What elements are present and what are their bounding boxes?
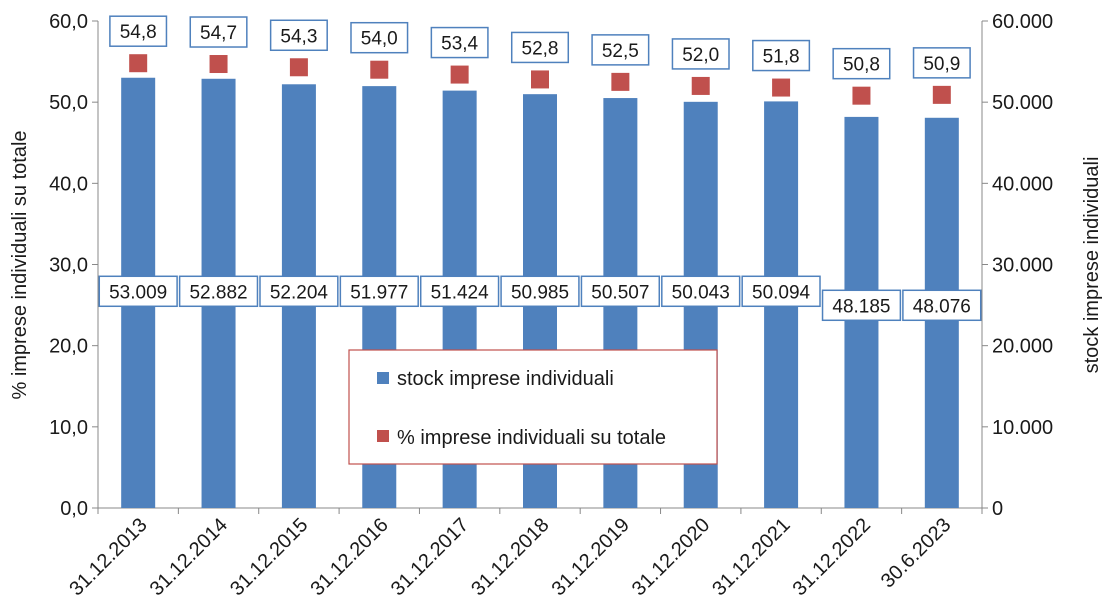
- y-tick-label: 20,0: [49, 336, 88, 358]
- marker-point: [531, 70, 549, 89]
- marker-data-label-box: [109, 15, 168, 47]
- bar-data-label: 50.985: [511, 282, 569, 303]
- bar-data-label: 52.882: [189, 282, 247, 303]
- bar-data-label-box: [902, 289, 982, 322]
- marker-data-label-box: [912, 47, 971, 79]
- marker-point: [209, 55, 228, 74]
- y2-axis-title: stock imprese individuali: [1081, 157, 1103, 374]
- bar-data-label-box: [98, 275, 178, 308]
- x-tick-label: 31.12.2013: [65, 514, 151, 600]
- y-tick-label: 30,0: [49, 255, 88, 277]
- marker-point: [852, 86, 871, 105]
- marker-data-label-box: [269, 19, 328, 52]
- x-tick-label: 31.12.2017: [387, 514, 473, 600]
- marker-data-label-box: [832, 47, 891, 80]
- bar-data-label-box: [661, 275, 741, 308]
- marker-data-label: 52,0: [682, 45, 719, 66]
- y2-tick-label: 40.000: [992, 173, 1053, 195]
- x-tick-label: 31.12.2022: [789, 514, 875, 600]
- marker-point: [129, 54, 148, 73]
- y-tick-label: 50,0: [49, 92, 88, 114]
- marker-point: [611, 72, 630, 91]
- marker-point: [772, 78, 791, 97]
- y-tick-label: 10,0: [49, 417, 88, 439]
- x-tick-label: 31.12.2018: [467, 514, 553, 600]
- y-tick-label: 0,0: [60, 498, 88, 520]
- marker-data-label-box: [591, 34, 650, 66]
- legend: stock imprese individuali % imprese indi…: [348, 349, 718, 465]
- marker-data-label: 54,3: [280, 26, 317, 47]
- bar-data-label: 53.009: [109, 282, 167, 303]
- bar-data-label: 50.094: [752, 282, 811, 303]
- x-tick-label: 31.12.2015: [226, 514, 312, 600]
- marker-point: [289, 58, 308, 77]
- bar-data-label: 50.507: [591, 282, 649, 303]
- marker-data-label: 54,7: [200, 23, 237, 44]
- bar-data-label: 52.204: [270, 282, 329, 303]
- y2-tick-label: 0: [992, 498, 1003, 520]
- bar-data-label-box: [500, 275, 580, 308]
- y2-tick-label: 10.000: [992, 417, 1053, 439]
- marker-series: [129, 54, 951, 105]
- marker-data-label-box: [671, 38, 730, 70]
- y-axis-title: % imprese individuali su totale: [9, 130, 31, 399]
- x-tick-label: 30.6.2023: [877, 514, 955, 592]
- marker-data-label-box: [350, 21, 409, 54]
- y2-tick-label: 50.000: [992, 92, 1053, 114]
- bar-data-label: 51.424: [431, 282, 490, 303]
- marker-data-label-box: [430, 26, 489, 59]
- marker-data-label: 54,8: [120, 22, 157, 43]
- marker-data-label: 52,8: [522, 38, 559, 59]
- bar-data-label: 50.043: [672, 282, 730, 303]
- x-tick-label: 31.12.2019: [548, 514, 634, 600]
- marker-point: [932, 85, 951, 104]
- marker-point: [691, 76, 710, 95]
- axes: 0,0 10,0 20,0 30,0 40,0 50,0 60,0 0 10.000 20.000…: [49, 11, 1053, 520]
- bar-data-label-box: [821, 289, 902, 322]
- x-tick-label: 31.12.2020: [628, 514, 714, 600]
- bar-data-labels: 53.009 52.882 52.204 51.977 51.424 50.985 50.5…: [98, 275, 982, 322]
- bar-data-label: 48.076: [913, 296, 971, 317]
- marker-data-label: 52,5: [602, 41, 639, 62]
- marker-data-label-box: [752, 39, 811, 72]
- marker-data-labels: 54,8 54,7 54,3 54,0 53,4 52,8 52,5 52,0 51,8 50,8…: [109, 15, 971, 80]
- marker-point: [370, 60, 389, 79]
- legend-label-stock: stock imprese individuali: [397, 368, 614, 390]
- y-tick-label: 60,0: [49, 11, 88, 33]
- bar-data-label-box: [339, 275, 419, 308]
- bar-data-label: 48.185: [832, 296, 890, 317]
- marker-data-label-box: [189, 16, 248, 48]
- marker-data-label: 50,9: [923, 54, 960, 75]
- y-tick-label: 40,0: [49, 173, 88, 195]
- bar-data-label-box: [259, 275, 339, 308]
- legend-swatch-percent: [377, 430, 389, 442]
- marker-data-label: 53,4: [441, 34, 478, 55]
- marker-data-label: 54,0: [361, 29, 398, 50]
- marker-data-label: 50,8: [843, 55, 880, 76]
- legend-swatch-stock: [377, 372, 389, 384]
- x-tick-label: 31.12.2021: [708, 514, 794, 600]
- bar-data-label: 51.977: [350, 282, 408, 303]
- marker-data-label: 51,8: [763, 47, 800, 68]
- legend-label-percent: % imprese individuali su totale: [397, 427, 666, 449]
- bar-data-label-box: [580, 275, 661, 308]
- legend-box: [348, 349, 718, 465]
- y2-tick-label: 60.000: [992, 11, 1053, 33]
- x-tick-label: 31.12.2016: [306, 514, 392, 600]
- bar-data-label-box: [741, 275, 821, 308]
- x-tick-label: 31.12.2014: [146, 514, 232, 600]
- bar-data-label-box: [178, 275, 259, 308]
- bar-data-label-box: [419, 275, 500, 308]
- marker-point: [450, 65, 469, 84]
- marker-data-label-box: [510, 31, 570, 64]
- y2-tick-label: 30.000: [992, 255, 1053, 277]
- x-tick-labels: 31.12.201331.12.201431.12.201531.12.2016…: [65, 514, 955, 600]
- y2-tick-label: 20.000: [992, 336, 1053, 358]
